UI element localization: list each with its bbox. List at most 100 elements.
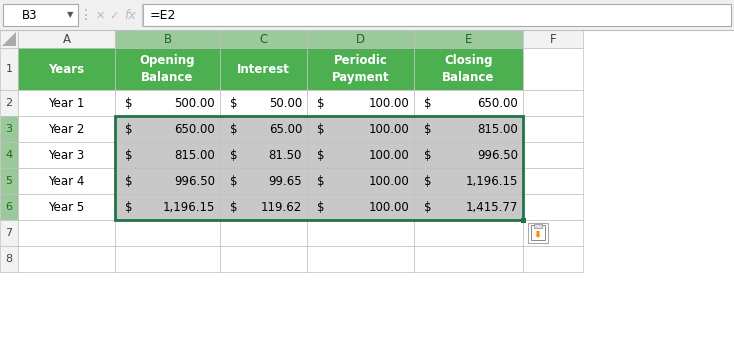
Bar bbox=[307, 30, 414, 48]
Bar bbox=[18, 168, 115, 194]
Text: 7: 7 bbox=[5, 228, 12, 238]
Bar bbox=[307, 142, 414, 168]
Text: C: C bbox=[259, 33, 268, 45]
Text: Periodic
Payment: Periodic Payment bbox=[332, 54, 389, 84]
Bar bbox=[0, 116, 18, 142]
Bar bbox=[18, 194, 115, 220]
Bar bbox=[531, 225, 545, 240]
Bar bbox=[307, 90, 414, 116]
Text: 650.00: 650.00 bbox=[174, 122, 215, 135]
Text: $: $ bbox=[317, 122, 324, 135]
Text: $: $ bbox=[424, 149, 432, 161]
Text: 5: 5 bbox=[5, 176, 12, 186]
Bar bbox=[220, 90, 307, 116]
Text: 1,415.77: 1,415.77 bbox=[465, 201, 518, 213]
Text: 1,196.15: 1,196.15 bbox=[465, 175, 518, 187]
Text: Interest: Interest bbox=[237, 62, 290, 76]
Text: A: A bbox=[62, 33, 70, 45]
Bar bbox=[115, 246, 220, 272]
Text: D: D bbox=[356, 33, 365, 45]
Text: 100.00: 100.00 bbox=[368, 201, 409, 213]
Bar bbox=[3, 4, 78, 26]
Bar bbox=[0, 48, 18, 90]
Text: 6: 6 bbox=[5, 202, 12, 212]
Bar bbox=[18, 220, 115, 246]
Bar bbox=[523, 168, 583, 194]
Text: Year 2: Year 2 bbox=[48, 122, 84, 135]
Bar bbox=[307, 194, 414, 220]
Bar bbox=[18, 142, 115, 168]
Bar bbox=[0, 220, 18, 246]
Text: $: $ bbox=[317, 175, 324, 187]
Text: B3: B3 bbox=[22, 8, 37, 22]
Text: 100.00: 100.00 bbox=[368, 175, 409, 187]
Text: F: F bbox=[550, 33, 556, 45]
Bar bbox=[220, 246, 307, 272]
Text: Years: Years bbox=[48, 62, 84, 76]
Bar bbox=[115, 90, 220, 116]
Text: 119.62: 119.62 bbox=[261, 201, 302, 213]
Bar bbox=[414, 168, 523, 194]
Text: $: $ bbox=[230, 96, 238, 110]
Text: 65.00: 65.00 bbox=[269, 122, 302, 135]
Bar bbox=[18, 90, 115, 116]
Text: 3: 3 bbox=[5, 124, 12, 134]
Bar bbox=[0, 0, 734, 30]
Text: $: $ bbox=[317, 96, 324, 110]
Bar bbox=[307, 246, 414, 272]
Bar bbox=[115, 30, 220, 48]
Bar bbox=[220, 116, 307, 142]
Bar bbox=[220, 194, 307, 220]
FancyArrow shape bbox=[536, 231, 540, 238]
Text: Opening
Balance: Opening Balance bbox=[139, 54, 195, 84]
Bar bbox=[0, 194, 18, 220]
Text: $: $ bbox=[230, 122, 238, 135]
Bar bbox=[220, 220, 307, 246]
Text: 1: 1 bbox=[5, 64, 12, 74]
Bar bbox=[220, 48, 307, 90]
Bar bbox=[523, 246, 583, 272]
Text: 500.00: 500.00 bbox=[175, 96, 215, 110]
Bar bbox=[18, 30, 115, 48]
Text: $: $ bbox=[317, 201, 324, 213]
Bar bbox=[307, 116, 414, 142]
Bar bbox=[0, 168, 18, 194]
Bar bbox=[414, 220, 523, 246]
Text: $: $ bbox=[125, 96, 133, 110]
Bar bbox=[18, 246, 115, 272]
Bar bbox=[307, 220, 414, 246]
Bar bbox=[220, 168, 307, 194]
Text: $: $ bbox=[424, 201, 432, 213]
Text: 81.50: 81.50 bbox=[269, 149, 302, 161]
Bar bbox=[414, 116, 523, 142]
Text: $: $ bbox=[424, 122, 432, 135]
Text: $: $ bbox=[317, 149, 324, 161]
Text: Year 5: Year 5 bbox=[48, 201, 84, 213]
Text: $: $ bbox=[125, 175, 133, 187]
Text: ✓: ✓ bbox=[109, 11, 119, 21]
Text: $: $ bbox=[230, 175, 238, 187]
Bar bbox=[414, 90, 523, 116]
Text: 815.00: 815.00 bbox=[477, 122, 518, 135]
Text: 100.00: 100.00 bbox=[368, 149, 409, 161]
Text: 2: 2 bbox=[5, 98, 12, 108]
Text: E: E bbox=[465, 33, 472, 45]
Text: 8: 8 bbox=[5, 254, 12, 264]
Text: $: $ bbox=[125, 122, 133, 135]
Text: 50.00: 50.00 bbox=[269, 96, 302, 110]
Text: B: B bbox=[164, 33, 172, 45]
Text: 815.00: 815.00 bbox=[174, 149, 215, 161]
Bar bbox=[534, 224, 542, 228]
Bar bbox=[143, 4, 731, 26]
Text: 100.00: 100.00 bbox=[368, 122, 409, 135]
Bar bbox=[115, 168, 220, 194]
Bar bbox=[0, 246, 18, 272]
Bar bbox=[115, 142, 220, 168]
Text: Year 4: Year 4 bbox=[48, 175, 84, 187]
Bar bbox=[0, 30, 18, 48]
Bar bbox=[0, 142, 18, 168]
Text: $: $ bbox=[230, 201, 238, 213]
Text: $: $ bbox=[424, 96, 432, 110]
Bar bbox=[18, 48, 115, 90]
Text: Year 3: Year 3 bbox=[48, 149, 84, 161]
